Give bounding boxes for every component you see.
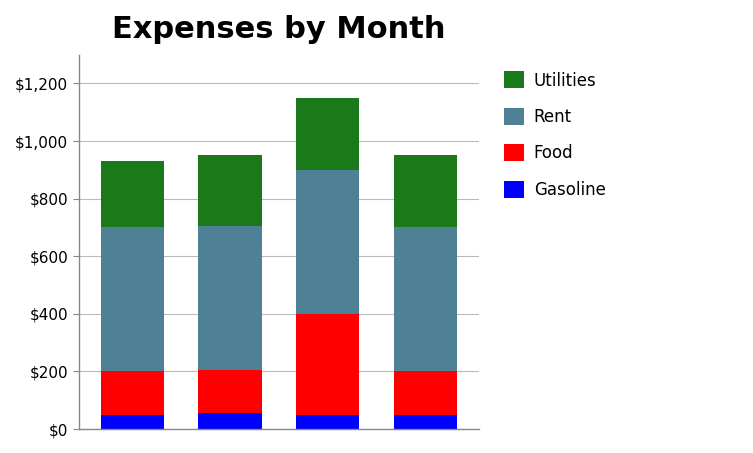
Bar — [100, 371, 164, 414]
Title: Expenses by Month: Expenses by Month — [112, 15, 446, 44]
Bar — [394, 414, 457, 429]
Bar — [100, 161, 164, 227]
Bar — [100, 227, 164, 371]
Bar — [296, 414, 359, 429]
Bar — [394, 155, 457, 227]
Bar — [394, 371, 457, 414]
Bar — [100, 414, 164, 429]
Bar — [296, 98, 359, 170]
Bar — [198, 413, 261, 429]
Bar — [198, 155, 261, 226]
Legend: Utilities, Rent, Food, Gasoline: Utilities, Rent, Food, Gasoline — [495, 63, 614, 207]
Bar — [198, 226, 261, 370]
Bar — [198, 370, 261, 413]
Bar — [296, 170, 359, 314]
Bar — [296, 314, 359, 414]
Bar — [394, 227, 457, 371]
